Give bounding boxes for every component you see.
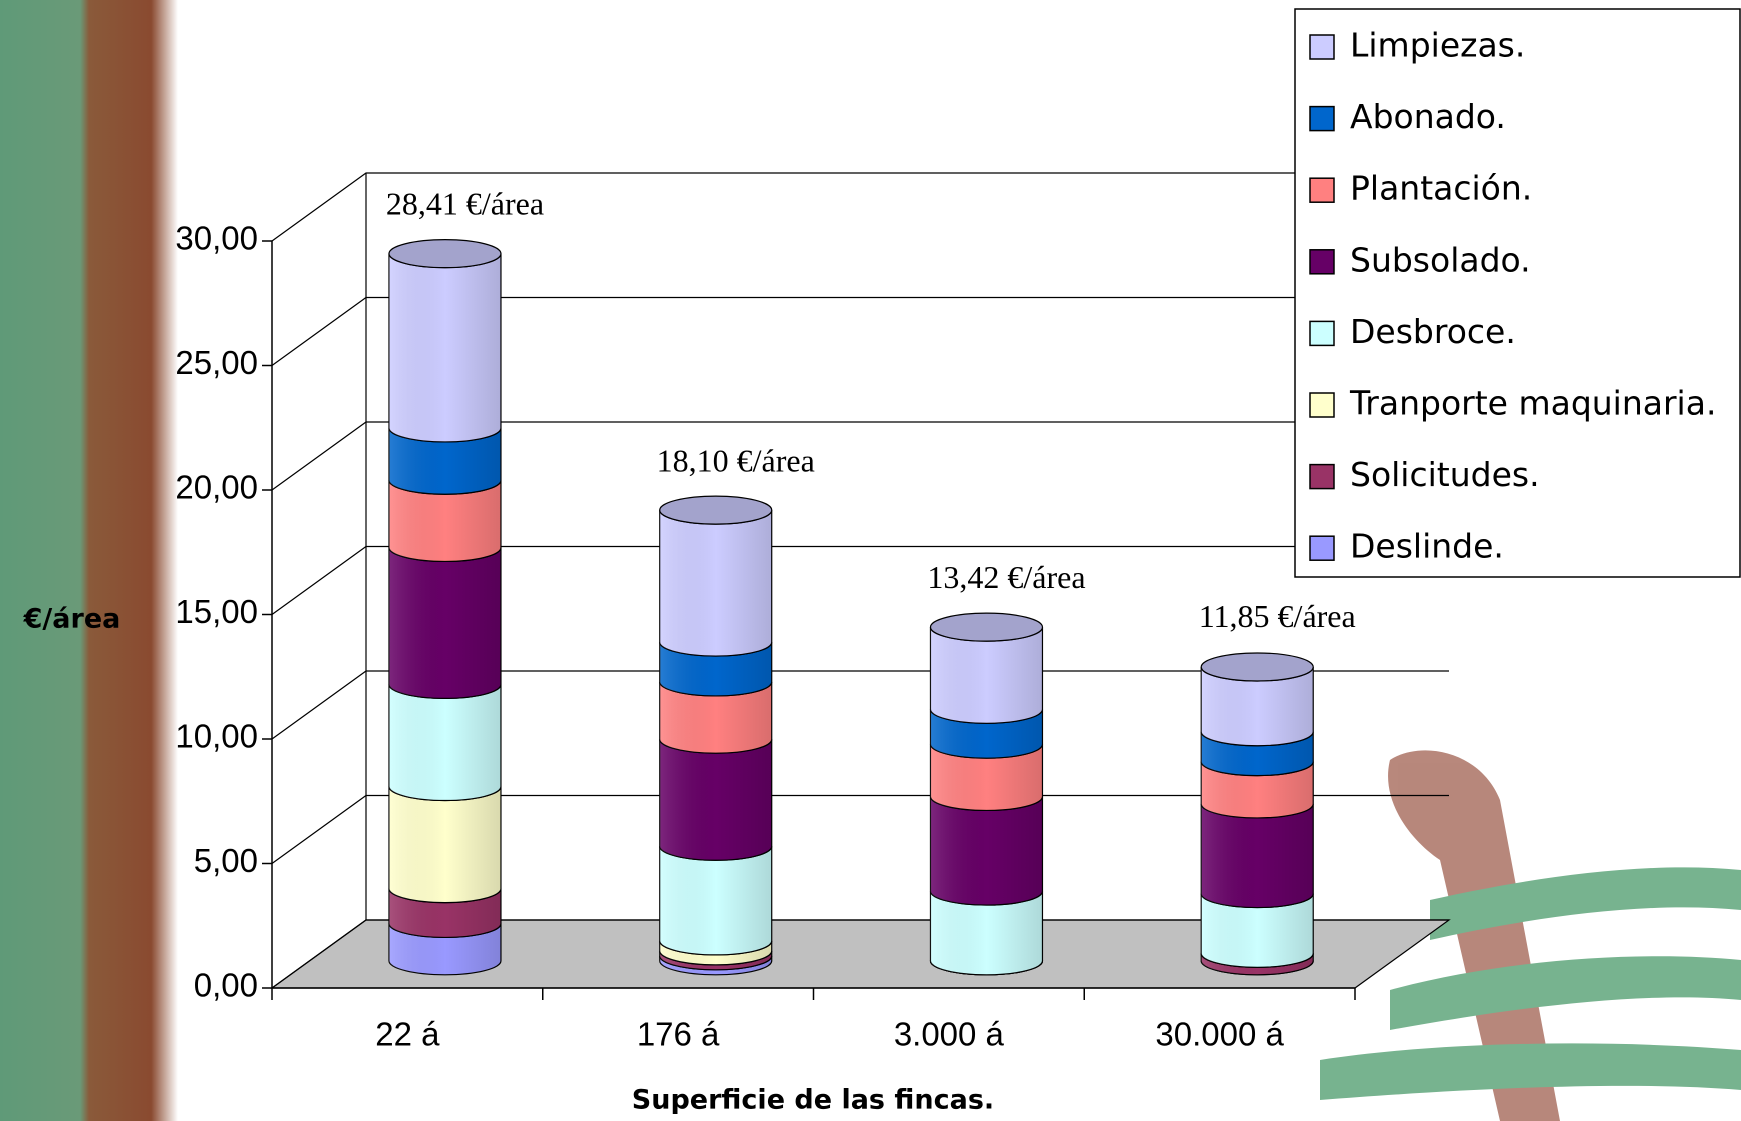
bar-shade — [930, 796, 1043, 906]
y-tick-label: 0,00 — [194, 967, 258, 1004]
bar-shade — [659, 510, 772, 657]
grid-line — [271, 794, 1449, 864]
y-tick-label: 25,00 — [175, 344, 258, 381]
bar-shade — [930, 744, 1043, 811]
bar-shade — [659, 950, 772, 970]
bar-cap-shade — [930, 613, 1043, 642]
y-tick-label: 20,00 — [175, 469, 258, 506]
legend-label: Plantación. — [1350, 169, 1532, 208]
legend-swatch — [1309, 177, 1335, 203]
legend-label: Subsolado. — [1350, 240, 1531, 279]
plot: 0,00 5,00 10,00 15,00 20,00 25,00 30,00 22 á 28,… — [175, 172, 1451, 1053]
legend-items: Deslinde. Solicitudes. Tranporte maquinari… — [1309, 26, 1716, 566]
bar-shade — [1201, 803, 1314, 908]
bar-shade — [388, 547, 501, 699]
legend-swatch — [1309, 320, 1335, 347]
grid-line — [271, 545, 1449, 615]
bar-shade — [930, 891, 1043, 975]
bar-shade — [388, 786, 501, 903]
legend — [1294, 8, 1741, 578]
total-label: 13,42 €/área — [927, 559, 1085, 595]
bar-shade — [1201, 893, 1314, 968]
bar-cap — [388, 239, 502, 269]
x-tick-label: 30.000 á — [1155, 1016, 1284, 1053]
bar-shade — [659, 681, 772, 754]
y-tick-label: 10,00 — [175, 718, 258, 755]
bar-cap — [1200, 652, 1314, 682]
legend-label: Desbroce. — [1350, 312, 1516, 351]
legend-swatch — [1309, 392, 1335, 418]
bar-shade — [930, 627, 1043, 724]
background-strip — [0, 0, 178, 1121]
legend-swatch — [1309, 105, 1335, 132]
bar-shade — [659, 642, 772, 696]
bar-shade — [659, 940, 772, 965]
bar-cap-shade — [1201, 652, 1314, 681]
total-label: 28,41 €/área — [386, 186, 544, 222]
y-tick-label: 30,00 — [175, 220, 258, 257]
decoration — [1320, 750, 1741, 1121]
x-tick-label: 3.000 á — [894, 1016, 1005, 1053]
bar-shade — [1201, 731, 1314, 776]
grid-line — [271, 296, 1449, 366]
x-tick-label: 176 á — [637, 1016, 720, 1053]
bar-shade — [1201, 953, 1314, 975]
bar-cap-shade — [388, 239, 501, 268]
bar-shade — [388, 923, 501, 975]
y-tick-label: 15,00 — [175, 593, 258, 630]
legend-swatch — [1309, 535, 1335, 561]
legend-label: Limpiezas. — [1350, 26, 1525, 65]
y-tick-label: 5,00 — [194, 842, 258, 879]
grid-line — [271, 919, 1449, 989]
bar-cap — [659, 495, 773, 525]
bar-shade — [659, 955, 772, 975]
bar-cap-shade — [659, 496, 772, 525]
grid-line — [271, 670, 1449, 740]
legend-label: Solicitudes. — [1350, 455, 1540, 494]
grid-line — [271, 172, 1449, 242]
bar-shade — [1201, 761, 1314, 818]
total-label: 11,85 €/área — [1199, 598, 1356, 634]
total-label: 18,10 €/área — [657, 442, 815, 478]
x-axis-title: Superficie de las fincas. — [632, 1085, 994, 1116]
bar-cap — [929, 612, 1044, 642]
bar-shade — [1201, 666, 1314, 746]
grid-line — [271, 421, 1449, 491]
bar-shade — [388, 480, 501, 562]
bar-shade — [388, 427, 501, 495]
bar-shade — [659, 846, 772, 955]
legend-label: Deslinde. — [1350, 527, 1504, 566]
bar-shade — [659, 739, 772, 861]
legend-swatch — [1309, 463, 1335, 490]
y-axis-title: €/área — [23, 604, 121, 635]
legend-swatch — [1309, 249, 1335, 275]
legend-swatch — [1309, 34, 1335, 60]
bar-shade — [388, 253, 501, 442]
bar-shade — [388, 684, 501, 801]
legend-label: Abonado. — [1350, 97, 1506, 136]
x-tick-label: 22 á — [375, 1016, 440, 1053]
legend-label: Tranporte maquinaria. — [1349, 384, 1716, 423]
